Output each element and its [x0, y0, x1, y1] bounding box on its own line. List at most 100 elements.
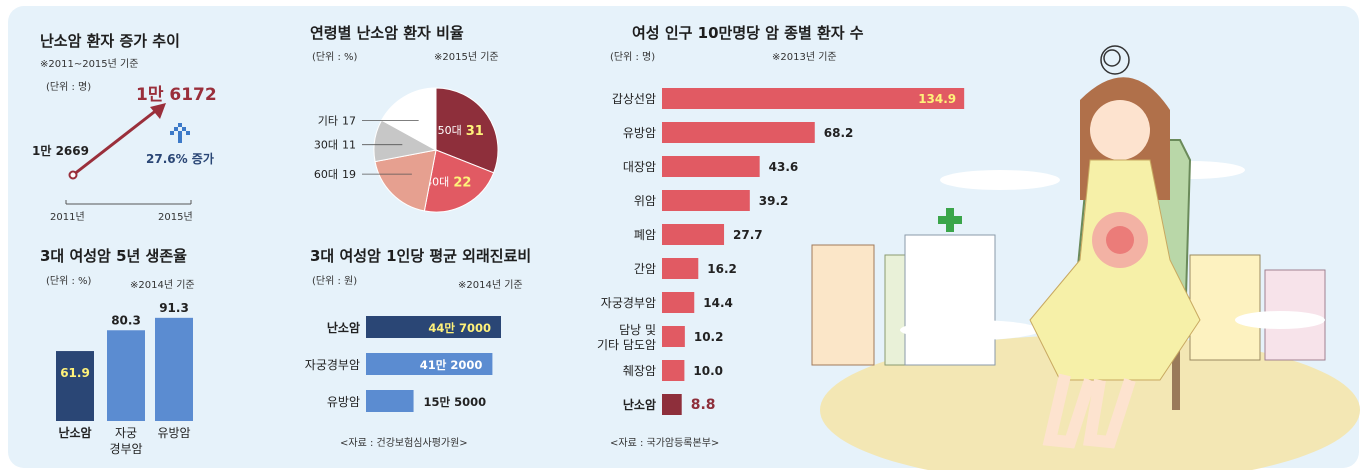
panel4-title: 3대 여성암 1인당 평균 외래진료비: [310, 247, 532, 265]
cloud: [900, 320, 1040, 340]
panel1-unit: (단위 : 명): [46, 82, 92, 93]
incidence-category-label: 폐암: [634, 228, 656, 242]
panel1-x-start: 2011년: [50, 212, 85, 223]
panel5-basis: ※2013년 기준: [772, 52, 837, 63]
cost-bar-chart: 난소암 44만 7000 자궁경부암 41만 2000 유방암 15만 5000: [305, 316, 501, 412]
pie-slice: [374, 149, 437, 212]
panel4-basis: ※2014년 기준: [458, 280, 523, 291]
panel2-title: 3대 여성암 5년 생존율: [40, 247, 187, 265]
pie-slice: [423, 149, 495, 213]
incidence-bar: [662, 88, 965, 109]
incidence-category-label: 유방암: [623, 126, 656, 140]
cost-value-label: 41만 2000: [420, 358, 483, 372]
survival-category-label: 난소암: [58, 426, 91, 440]
panel1-increase: 27.6% 증가: [146, 152, 214, 166]
increase-arrow-icon: [170, 123, 190, 143]
cost-bar: [366, 316, 501, 338]
cloud: [1235, 311, 1325, 329]
incidence-value-label: 43.6: [769, 160, 799, 174]
panel1-start-value: 1만 2669: [32, 144, 89, 158]
building: [811, 244, 875, 366]
cost-value-label: 44만 7000: [428, 321, 491, 335]
incidence-value-label: 39.2: [759, 194, 789, 208]
incidence-value-label: 16.2: [707, 262, 737, 276]
age-pie-chart: 50대 31 40대 22 60대 19 30대 11 기타 17: [314, 87, 499, 213]
panel3-title: 연령별 난소암 환자 비율: [310, 24, 464, 42]
incidence-category-label: 자궁경부암: [601, 296, 656, 310]
pie-category-label: 기타: [318, 115, 338, 128]
panel2-unit: (단위 : %): [46, 276, 92, 287]
pie-category-label: 50대: [438, 124, 462, 137]
hospital-cross: [946, 208, 954, 232]
survival-bar: [56, 351, 94, 421]
pie-value-label: 19: [342, 168, 356, 181]
incidence-value-label: 10.0: [693, 364, 723, 378]
trend-start-point: [68, 170, 78, 180]
incidence-value-label: 134.9: [918, 92, 956, 106]
incidence-value-label: 14.4: [703, 296, 733, 310]
pie-category-label: 60대: [314, 168, 338, 181]
incidence-bar: [662, 224, 725, 245]
incidence-value-label: 68.2: [824, 126, 854, 140]
survival-category-label: 경부암: [109, 442, 142, 456]
incidence-category-label: 위암: [634, 194, 656, 208]
incidence-category-label: 담낭 및: [619, 323, 656, 337]
panel1-title: 난소암 환자 증가 추이: [40, 32, 180, 50]
incidence-category-label: 췌장암: [623, 364, 656, 378]
pie-value-label: 17: [342, 115, 356, 128]
cost-category-label: 유방암: [327, 395, 360, 409]
pie-value-label: 11: [342, 139, 356, 152]
panel2-basis: ※2014년 기준: [130, 280, 195, 291]
cost-category-label: 난소암: [327, 321, 360, 335]
chair-leg: [1172, 330, 1180, 410]
survival-bar: [107, 330, 145, 421]
cost-category-label: 자궁경부암: [305, 358, 360, 372]
panel1-x-end: 2015년: [158, 212, 193, 223]
cost-value-label: 15만 5000: [424, 395, 487, 409]
incidence-bar: [662, 122, 815, 143]
panel1-period: ※2011~2015년 기준: [40, 59, 139, 70]
panel5-source: <자료 : 국가암등록본부>: [610, 438, 720, 449]
cost-bar: [366, 353, 493, 375]
building: [1189, 254, 1261, 361]
survival-value-label: 91.3: [159, 301, 189, 315]
incidence-category-label: 간암: [634, 262, 656, 276]
incidence-bar: [662, 156, 760, 177]
incidence-value-label: 10.2: [694, 330, 724, 344]
belly-pain: [1106, 226, 1134, 254]
trend-line: [72, 107, 159, 177]
incidence-category-label: 난소암: [623, 398, 656, 412]
panel3-unit: (단위 : %): [312, 52, 358, 63]
cost-bar: [366, 390, 414, 412]
incidence-bar: [662, 360, 685, 381]
incidence-value-label: 27.7: [733, 228, 763, 242]
illustration: [811, 45, 1360, 470]
survival-bar: [155, 317, 193, 421]
incidence-bar: [662, 326, 685, 347]
survival-bar-chart: 61.9 난소암 80.3 자궁경부암 91.3 유방암: [56, 301, 193, 456]
incidence-bar-chart: 갑상선암 134.9 유방암 68.2 대장암 43.6 위암 39.2 폐암 27.7 간암 16.…: [597, 88, 965, 415]
incidence-category-label: 갑상선암: [612, 92, 656, 106]
woman-legs: [1042, 373, 1136, 449]
pie-category-label: 40대: [425, 176, 449, 189]
incidence-category-label: 대장암: [623, 160, 656, 174]
dizzy-scribble: [1103, 49, 1121, 67]
incidence-bar: [662, 190, 750, 211]
panel4-source: <자료 : 건강보험심사평가원>: [340, 438, 468, 449]
building: [904, 234, 996, 366]
panel1-chart: [65, 103, 192, 205]
ground-shape: [820, 335, 1360, 470]
incidence-category-label: 기타 담도암: [597, 338, 656, 352]
incidence-value-label: 8.8: [691, 397, 716, 413]
incidence-bar: [662, 258, 699, 279]
pie-slice: [435, 87, 499, 174]
woman-face: [1090, 100, 1150, 160]
trend-arrow-head: [150, 103, 166, 119]
pie-value-label: 22: [453, 176, 471, 191]
pie-value-label: 31: [466, 124, 484, 139]
incidence-bar: [662, 394, 682, 415]
incidence-bar: [662, 292, 695, 313]
panel1-end-value: 1만 6172: [136, 85, 217, 105]
survival-value-label: 80.3: [111, 313, 141, 327]
